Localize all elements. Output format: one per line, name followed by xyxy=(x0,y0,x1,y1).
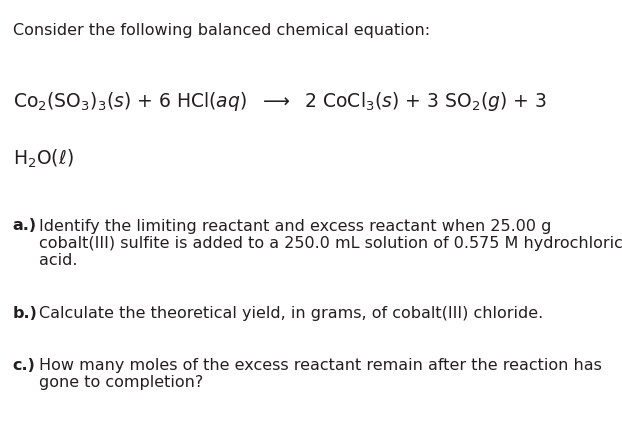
Text: b.): b.) xyxy=(12,306,37,321)
Text: $\mathrm{H_2O}$$(\ell)$: $\mathrm{H_2O}$$(\ell)$ xyxy=(12,148,73,170)
Text: Consider the following balanced chemical equation:: Consider the following balanced chemical… xyxy=(12,24,430,38)
Text: $\mathrm{Co_2(SO_3)_3}$$(s)$ $+$ $6$ $\mathrm{HCl}$$(aq)$  $\longrightarrow$  $2: $\mathrm{Co_2(SO_3)_3}$$(s)$ $+$ $6$ $\m… xyxy=(12,90,546,113)
Text: a.): a.) xyxy=(12,218,37,233)
Text: Calculate the theoretical yield, in grams, of cobalt(III) chloride.: Calculate the theoretical yield, in gram… xyxy=(39,306,543,321)
Text: Identify the limiting reactant and excess reactant when 25.00 g
cobalt(III) sulf: Identify the limiting reactant and exces… xyxy=(39,218,622,268)
Text: c.): c.) xyxy=(12,358,35,373)
Text: How many moles of the excess reactant remain after the reaction has
gone to comp: How many moles of the excess reactant re… xyxy=(39,358,602,390)
